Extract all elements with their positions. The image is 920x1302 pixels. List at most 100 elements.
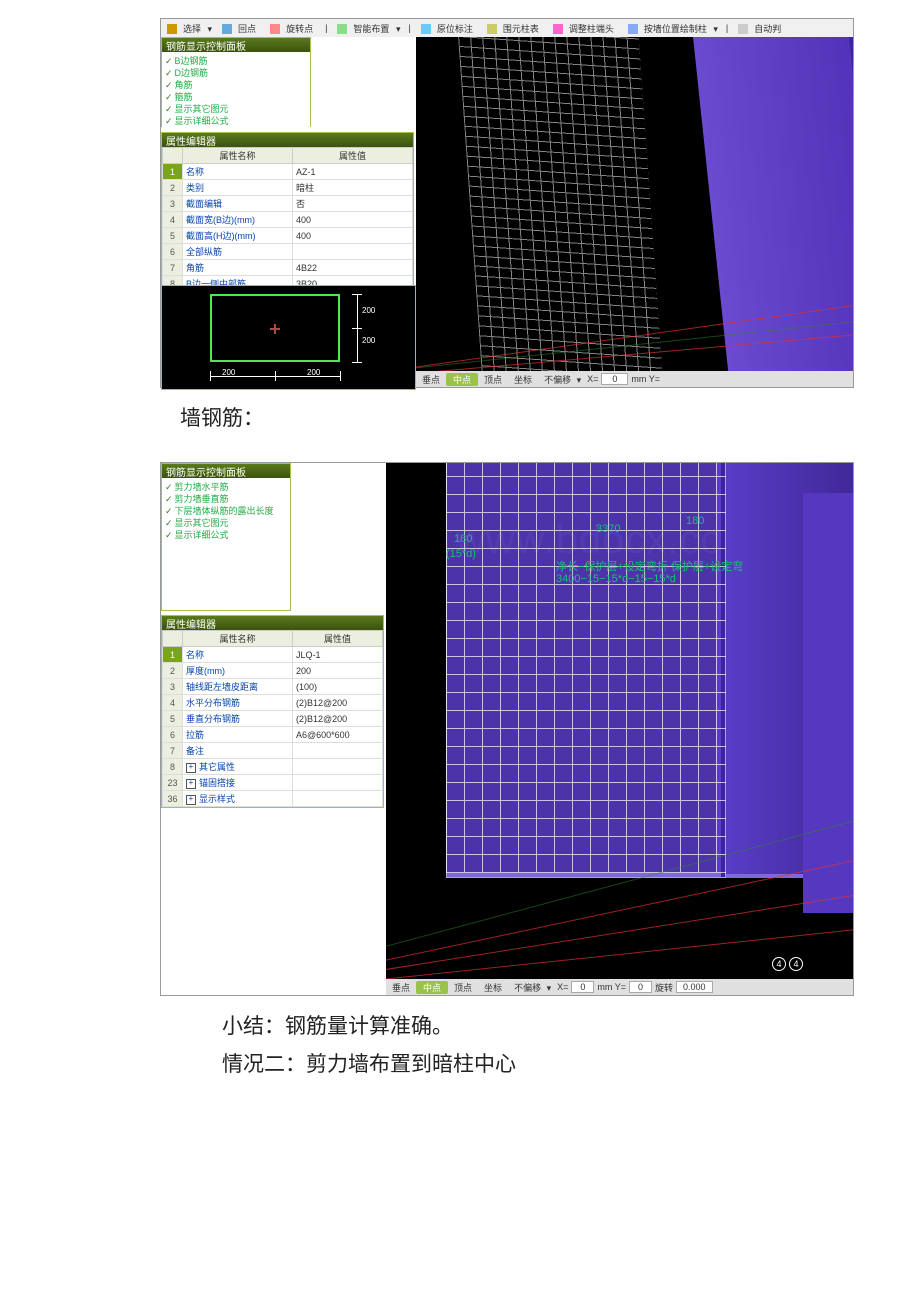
snap-vertex[interactable]: 顶点 — [478, 373, 508, 386]
disp-items: B边钢筋 D边钢筋 角筋 箍筋 显示其它图元 显示详细公式 — [162, 52, 310, 133]
table-row[interactable]: 7备注 — [163, 743, 383, 759]
adjust-icon — [553, 24, 563, 34]
x-label: X= — [554, 982, 571, 992]
disp-item[interactable]: 角筋 — [165, 79, 307, 91]
snap-midpoint[interactable]: 中点 — [446, 373, 478, 386]
viewport-3d[interactable]: www.bdocx.com 180 (15*d) 3370 180 净长−保护层… — [386, 463, 853, 979]
snap-vertex[interactable]: 顶点 — [448, 981, 478, 994]
property-table: 属性名称 属性值 1名称JLQ-1 2厚度(mm)200 3轴线距左墙皮距离(1… — [162, 630, 383, 807]
table-row[interactable]: 1名称JLQ-1 — [163, 647, 383, 663]
axis-marker: 4 4 — [772, 957, 803, 971]
rebar-cage — [456, 37, 666, 371]
wall-side-2 — [803, 493, 853, 913]
table-row[interactable]: 3轴线距左墙皮距离(100) — [163, 679, 383, 695]
table-row[interactable]: 7角筋4B22 — [163, 260, 413, 276]
toolbar-item[interactable]: 回点 — [216, 22, 264, 35]
select-icon — [167, 24, 177, 34]
left-column: 钢筋显示控制面板 B边钢筋 D边钢筋 角筋 箍筋 显示其它图元 显示详细公式 属… — [161, 37, 416, 387]
caption-2: 小结：钢筋量计算准确。 — [180, 1010, 920, 1040]
table-row[interactable]: 2厚度(mm)200 — [163, 663, 383, 679]
x-input[interactable]: 0 — [571, 981, 594, 993]
mark-icon — [421, 24, 431, 34]
disp-item[interactable]: 剪力墙垂直筋 — [165, 493, 287, 505]
origin-cross-icon — [270, 324, 280, 334]
x-input[interactable]: 0 — [601, 373, 628, 385]
x-label: X= — [584, 374, 601, 384]
auto-icon — [738, 24, 748, 34]
table-row[interactable]: 5垂直分布钢筋(2)B12@200 — [163, 711, 383, 727]
disp-control-panel: 钢筋显示控制面板 B边钢筋 D边钢筋 角筋 箍筋 显示其它图元 显示详细公式 — [161, 37, 311, 127]
toolbar-item[interactable]: 旋转点 — [264, 22, 321, 35]
rotate-icon — [270, 24, 280, 34]
table-row[interactable]: 6全部纵筋 — [163, 244, 413, 260]
rotate-input[interactable]: 0.000 — [676, 981, 713, 993]
snap-coord[interactable]: 坐标 — [508, 373, 538, 386]
panel-title: 钢筋显示控制面板 — [162, 38, 310, 52]
header-value: 属性值 — [293, 148, 413, 164]
viewport-3d[interactable] — [416, 37, 853, 371]
disp-item[interactable]: B边钢筋 — [165, 55, 307, 67]
disp-item[interactable]: 箍筋 — [165, 91, 307, 103]
dim-value: 200 — [362, 336, 375, 345]
table-row[interactable]: 8其它属性 — [163, 759, 383, 775]
table-row[interactable]: 6拉筋A6@600*600 — [163, 727, 383, 743]
table-row[interactable]: 1名称AZ-1 — [163, 164, 413, 180]
wall-icon — [628, 24, 638, 34]
caption-1: 墙钢筋： — [180, 402, 920, 432]
toolbar: 选择 ▾ 回点 旋转点 | 智能布置 ▾ | 原位标注 围元柱表 调整柱端头 按… — [161, 19, 853, 37]
toolbar-item[interactable]: 围元柱表 — [481, 22, 547, 35]
disp-item[interactable]: 显示详细公式 — [165, 529, 287, 541]
dim-value: 200 — [362, 306, 375, 315]
status-bar: 垂点 中点 顶点 坐标 不偏移 ▾ X= 0 mm Y= 0 旋转 0.000 — [386, 979, 853, 995]
property-panel: 属性编辑器 属性名称 属性值 1名称JLQ-1 2厚度(mm)200 3轴线距左… — [161, 615, 384, 808]
table-row[interactable]: 4水平分布钢筋(2)B12@200 — [163, 695, 383, 711]
dim-value: 200 — [222, 368, 235, 377]
rebar-anno: 3370 — [596, 523, 620, 535]
y-input[interactable]: 0 — [629, 981, 652, 993]
toolbar-item[interactable]: 选择 ▾ — [161, 22, 216, 35]
table-header-row: 属性名称 属性值 — [163, 148, 413, 164]
toolbar-item[interactable]: 调整柱端头 — [547, 22, 622, 35]
snap-endpoint[interactable]: 垂点 — [386, 981, 416, 994]
disp-item[interactable]: 显示其它图元 — [165, 517, 287, 529]
smart-icon — [337, 24, 347, 34]
snap-coord[interactable]: 坐标 — [478, 981, 508, 994]
section-preview: 200 200 200 200 — [161, 285, 416, 390]
table-row[interactable]: 2类别暗柱 — [163, 180, 413, 196]
rebar-anno: 净长−保护层+设定弯折 保护层+设定弯 — [556, 558, 743, 574]
wall-rebar-grid — [446, 463, 726, 873]
caption-3: 情况二：剪力墙布置到暗柱中心 — [180, 1048, 920, 1078]
offset-mode[interactable]: 不偏移 ▾ — [508, 981, 554, 994]
table-row[interactable]: 3截面编辑否 — [163, 196, 413, 212]
table-row[interactable]: 36显示样式 — [163, 791, 383, 807]
axis-bubble: 4 — [789, 957, 803, 971]
table-header-row: 属性名称 属性值 — [163, 631, 383, 647]
snap-endpoint[interactable]: 垂点 — [416, 373, 446, 386]
rebar-anno: (15*d) — [446, 548, 476, 560]
snap-midpoint[interactable]: 中点 — [416, 981, 448, 994]
disp-item[interactable]: D边钢筋 — [165, 67, 307, 79]
table-row[interactable]: 5截面高(H边)(mm)400 — [163, 228, 413, 244]
header-value: 属性值 — [293, 631, 383, 647]
concrete-block — [692, 37, 853, 371]
toolbar-item[interactable]: 自动判 — [732, 22, 789, 35]
disp-item[interactable]: 显示详细公式 — [165, 115, 307, 127]
rotate-label: 旋转 — [652, 981, 676, 994]
table-row[interactable]: 23锚固搭接 — [163, 775, 383, 791]
toolbar-item[interactable]: 原位标注 — [415, 22, 481, 35]
screenshot-1: 选择 ▾ 回点 旋转点 | 智能布置 ▾ | 原位标注 围元柱表 调整柱端头 按… — [160, 18, 854, 388]
disp-item[interactable]: 显示其它图元 — [165, 103, 307, 115]
y-label: mm Y= — [594, 982, 629, 992]
dim-value: 200 — [307, 368, 320, 377]
offset-mode[interactable]: 不偏移 ▾ — [538, 373, 584, 386]
disp-item[interactable]: 下层墙体纵筋的露出长度 — [165, 505, 287, 517]
panel-title: 属性编辑器 — [162, 133, 413, 147]
disp-item[interactable]: 剪力墙水平筋 — [165, 481, 287, 493]
toolbar-item[interactable]: 按墙位置绘制柱 ▾ — [622, 22, 722, 35]
disp-items: 剪力墙水平筋 剪力墙垂直筋 下层墙体纵筋的露出长度 显示其它图元 显示详细公式 — [162, 478, 290, 547]
rebar-anno: 180 — [686, 515, 704, 527]
table-row[interactable]: 4截面宽(B边)(mm)400 — [163, 212, 413, 228]
toolbar-item[interactable]: 智能布置 ▾ — [331, 22, 404, 35]
rebar-anno: 180 — [454, 533, 472, 545]
left-column: 钢筋显示控制面板 剪力墙水平筋 剪力墙垂直筋 下层墙体纵筋的露出长度 显示其它图… — [161, 463, 386, 995]
